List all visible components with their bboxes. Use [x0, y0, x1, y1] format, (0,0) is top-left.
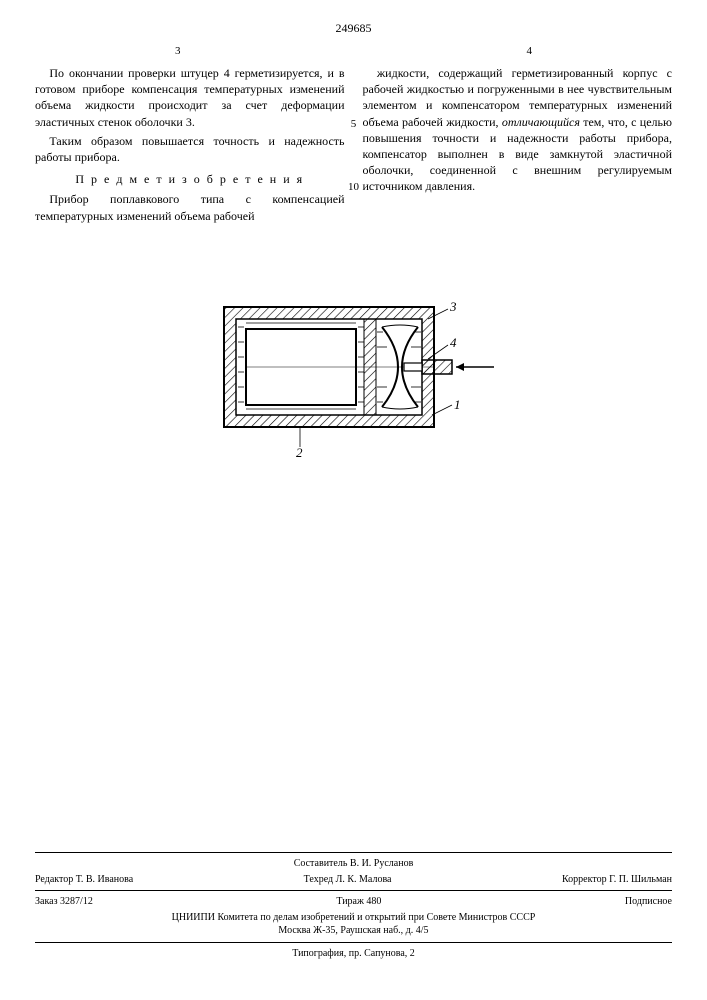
right-column: жидкости, содержащий герметизированный к… — [363, 65, 673, 227]
doc-number: 249685 — [35, 20, 672, 36]
print-row: Заказ 3287/12 Тираж 480 Подписное — [35, 895, 672, 909]
compiler-line: Составитель В. И. Русланов — [35, 857, 672, 871]
label-3: 3 — [449, 299, 457, 314]
subscription: Подписное — [625, 895, 672, 909]
left-column: По окончании проверки штуцер 4 герметизи… — [35, 65, 345, 227]
printer-line: Типография, пр. Сапунова, 2 — [35, 947, 672, 961]
copies: Тираж 480 — [336, 895, 381, 909]
left-para-3: Прибор поплавкового типа с компенсацией … — [35, 191, 345, 223]
corrector: Корректор Г. П. Шильман — [562, 873, 672, 887]
right-text-emph: отличающийся — [502, 115, 580, 129]
right-para-1: жидкости, содержащий герметизированный к… — [363, 65, 673, 195]
col-num-right: 4 — [527, 44, 533, 59]
line-number-10: 10 — [348, 180, 359, 195]
col-num-left: 3 — [175, 44, 181, 59]
order: Заказ 3287/12 — [35, 895, 93, 909]
org-line: ЦНИИПИ Комитета по делам изобретений и о… — [35, 911, 672, 925]
figure-container: 3 4 1 2 — [35, 287, 672, 457]
techred: Техред Л. К. Малова — [304, 873, 392, 887]
left-para-1: По окончании проверки штуцер 4 герметизи… — [35, 65, 345, 130]
section-title: П р е д м е т и з о б р е т е н и я — [35, 171, 345, 187]
label-4: 4 — [450, 335, 457, 350]
address-line: Москва Ж-35, Раушская наб., д. 4/5 — [35, 924, 672, 938]
device-figure: 3 4 1 2 — [204, 287, 504, 457]
label-2: 2 — [296, 445, 303, 457]
column-numbers: 3 4 — [35, 44, 672, 59]
credits-row: Редактор Т. В. Иванова Техред Л. К. Мало… — [35, 873, 672, 887]
body-columns: 5 10 По окончании проверки штуцер 4 герм… — [35, 65, 672, 227]
left-para-2: Таким образом повышается точность и наде… — [35, 133, 345, 165]
editor: Редактор Т. В. Иванова — [35, 873, 133, 887]
label-1: 1 — [454, 397, 461, 412]
footer: Составитель В. И. Русланов Редактор Т. В… — [35, 848, 672, 960]
line-number-5: 5 — [351, 117, 357, 132]
